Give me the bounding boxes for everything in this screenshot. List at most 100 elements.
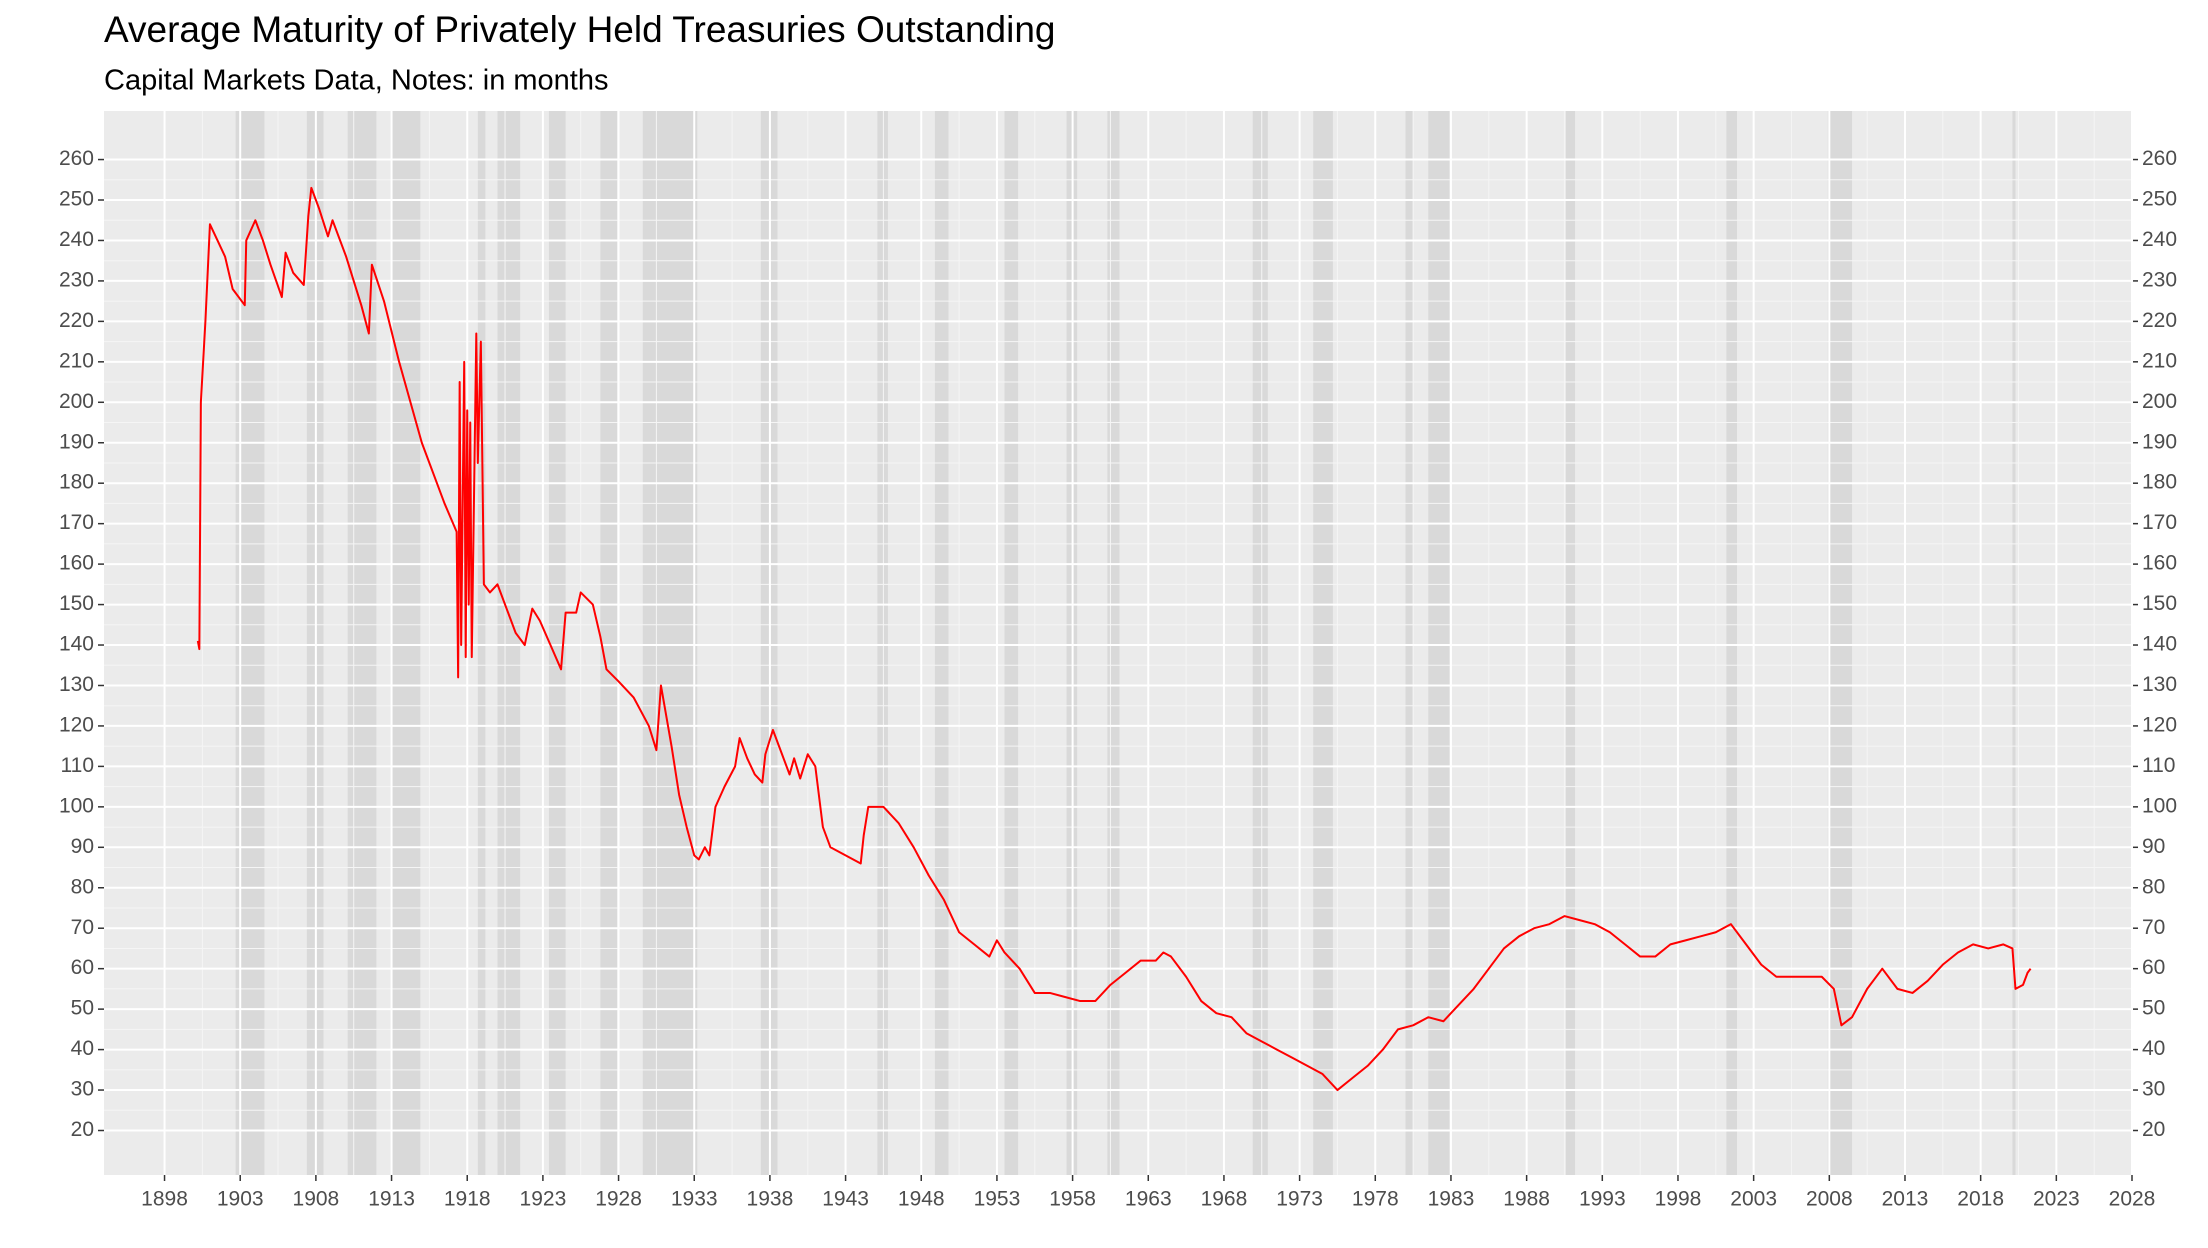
chart-subtitle: Capital Markets Data, Notes: in months [104,65,608,97]
y-tick-label: 20 [71,1118,94,1141]
chart-title: Average Maturity of Privately Held Treas… [104,9,1056,50]
x-tick-label: 1973 [1276,1188,1323,1211]
recession-band [1313,111,1333,1175]
y2-tick-label: 260 [2142,147,2177,170]
x-tick-label: 2028 [2109,1188,2156,1211]
y-tick-label: 210 [59,349,94,372]
y2-tick-label: 200 [2142,390,2177,413]
y2-tick-label: 60 [2142,956,2165,979]
y-tick-label: 230 [59,268,94,291]
y2-tick-label: 170 [2142,511,2177,534]
x-tick-label: 1928 [595,1188,642,1211]
y2-tick-label: 90 [2142,835,2165,858]
recession-band [1565,111,1576,1175]
y-tick-label: 170 [59,511,94,534]
y-tick-label: 30 [71,1078,94,1101]
y-tick-label: 90 [71,835,94,858]
y2-tick-label: 40 [2142,1037,2165,1060]
x-tick-label: 1953 [974,1188,1021,1211]
y-tick-label: 250 [59,188,94,211]
recession-band [1405,111,1414,1175]
x-tick-label: 1923 [520,1188,567,1211]
y2-tick-label: 110 [2142,754,2175,777]
y-tick-label: 110 [61,754,94,777]
x-tick-label: 1898 [141,1188,188,1211]
recession-band [600,111,618,1175]
recession-band [1827,111,1853,1175]
y-tick-label: 40 [71,1037,94,1060]
x-tick-label: 1988 [1503,1188,1550,1211]
x-tick-label: 1998 [1655,1188,1702,1211]
recession-band [1107,111,1120,1175]
x-tick-label: 1918 [444,1188,491,1211]
x-tick-label: 1983 [1428,1188,1475,1211]
y-tick-label: 150 [59,592,94,615]
y-tick-label: 130 [59,673,94,696]
recession-band [548,111,566,1175]
y2-tick-label: 130 [2142,673,2177,696]
y-tick-label: 70 [71,916,94,939]
y2-tick-label: 80 [2142,875,2165,898]
y2-tick-label: 140 [2142,633,2177,656]
x-tick-label: 2023 [2033,1188,2080,1211]
recession-band [1726,111,1737,1175]
recession-band [391,111,421,1175]
y2-tick-label: 120 [2142,713,2177,736]
y-tick-label: 100 [59,794,94,817]
y2-tick-label: 100 [2142,794,2177,817]
recession-band [477,111,486,1175]
x-tick-label: 2003 [1730,1188,1777,1211]
x-tick-label: 2008 [1806,1188,1853,1211]
y2-tick-label: 50 [2142,997,2165,1020]
recession-band [1428,111,1450,1175]
x-tick-label: 1938 [747,1188,794,1211]
recession-band [1252,111,1268,1175]
x-tick-label: 1948 [898,1188,945,1211]
x-tick-label: 1958 [1049,1188,1096,1211]
x-tick-label: 1903 [217,1188,264,1211]
y2-tick-label: 180 [2142,471,2177,494]
x-tick-label: 1993 [1579,1188,1626,1211]
y2-tick-label: 240 [2142,228,2177,251]
recession-band [642,111,698,1175]
y2-tick-label: 150 [2142,592,2177,615]
y-tick-label: 260 [59,147,94,170]
y2-tick-label: 230 [2142,268,2177,291]
y-tick-label: 60 [71,956,94,979]
y-tick-label: 120 [59,713,94,736]
x-tick-label: 1913 [368,1188,415,1211]
recession-band [2012,111,2016,1175]
y-tick-label: 80 [71,875,94,898]
recession-band [877,111,888,1175]
y2-tick-label: 210 [2142,349,2177,372]
y-tick-label: 240 [59,228,94,251]
recession-band [934,111,949,1175]
y2-tick-label: 70 [2142,916,2165,939]
y2-tick-label: 160 [2142,552,2177,575]
y2-tick-label: 20 [2142,1118,2165,1141]
y-tick-label: 200 [59,390,94,413]
x-tick-label: 1968 [1201,1188,1248,1211]
y-tick-label: 190 [59,430,94,453]
y2-tick-label: 220 [2142,309,2177,332]
x-tick-label: 1978 [1352,1188,1399,1211]
x-tick-label: 1933 [671,1188,718,1211]
y-tick-label: 50 [71,997,94,1020]
y-tick-label: 180 [59,471,94,494]
x-tick-label: 2013 [1882,1188,1929,1211]
x-tick-label: 1908 [293,1188,340,1211]
y2-tick-label: 250 [2142,188,2177,211]
y2-tick-label: 30 [2142,1078,2165,1101]
y-tick-label: 140 [59,633,94,656]
x-tick-label: 1943 [822,1188,869,1211]
recession-band [497,111,521,1175]
x-tick-label: 2018 [1957,1188,2004,1211]
y-tick-label: 160 [59,552,94,575]
recession-band [1004,111,1019,1175]
x-tick-label: 1963 [1125,1188,1172,1211]
data-line [196,186,2032,1092]
y2-tick-label: 190 [2142,430,2177,453]
y-tick-label: 220 [59,309,94,332]
